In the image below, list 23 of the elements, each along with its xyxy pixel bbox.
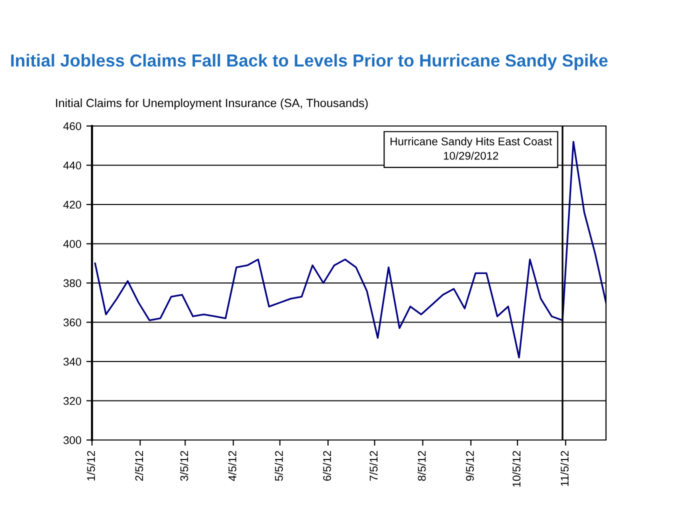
- x-tick-label: 10/5/12: [512, 450, 520, 487]
- x-tick-label: 2/5/12: [134, 450, 144, 481]
- y-tick-label: 320: [63, 397, 82, 405]
- chart-title: Initial Jobless Claims Fall Back to Levels Prior to Hurricane Sandy Spike: [11, 54, 608, 70]
- x-tick-label: 5/5/12: [274, 450, 283, 481]
- y-tick-label: 380: [63, 279, 82, 288]
- y-axis-title: Initial Claims for Unemployment Insurance (SA, Thousands): [56, 98, 368, 110]
- x-tick-label: 4/5/12: [228, 450, 236, 482]
- x-tick-label: 11/5/12: [560, 450, 569, 486]
- x-tick-label: 7/5/12: [369, 450, 378, 481]
- y-tick-label: 420: [63, 200, 82, 209]
- y-tick-label: 300: [63, 436, 82, 444]
- x-tick-label: 1/5/12: [86, 450, 95, 480]
- y-tick-label: 340: [63, 358, 82, 366]
- y-tick-label: 440: [63, 162, 82, 170]
- ref-line-label: Hurricane Sandy Hits East Coast 10/29/2012: [390, 137, 552, 160]
- x-tick-label: 3/5/12: [180, 450, 188, 481]
- x-tick-label: 6/5/12: [322, 450, 332, 481]
- y-tick-label: 460: [63, 122, 82, 130]
- y-tick-label: 360: [63, 318, 82, 326]
- x-tick-label: 8/5/12: [418, 450, 426, 481]
- y-tick-label: 400: [63, 240, 82, 248]
- x-tick-label: 9/5/12: [466, 450, 474, 481]
